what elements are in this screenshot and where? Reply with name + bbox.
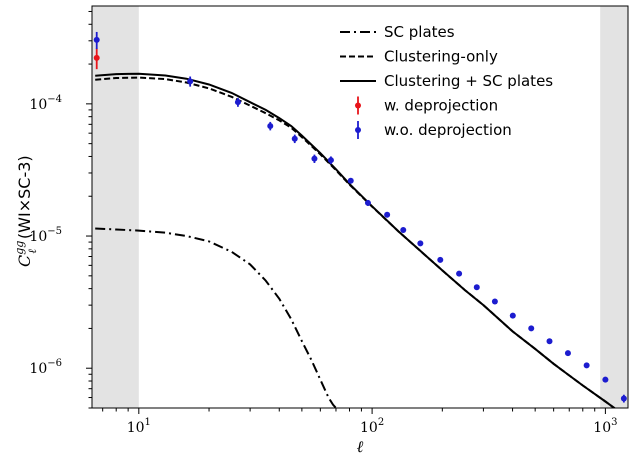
data-point-w-o-deprojection	[311, 154, 318, 163]
tick-labels: 101 102 103 10−6 10−5 10−4	[29, 94, 617, 436]
series-line-clustering-sc-plates	[95, 72, 616, 408]
data-point-w-o-deprojection	[509, 312, 516, 319]
legend-label: Clustering-only	[384, 48, 498, 66]
legend-entry-w-o-deprojection: w.o. deprojection	[355, 121, 512, 139]
masked-regions	[92, 6, 628, 408]
data-point-w-o-deprojection	[327, 156, 334, 165]
legend-label: Clustering + SC plates	[384, 72, 553, 90]
points-layer	[93, 31, 627, 403]
series-line-clustering-only	[95, 76, 616, 408]
data-point-w-o-deprojection	[267, 121, 274, 131]
data-point-w-o-deprojection	[583, 362, 590, 369]
legend-label: w. deprojection	[384, 97, 498, 115]
data-point-w-o-deprojection	[234, 97, 241, 107]
x-tick-label: 103	[593, 417, 617, 436]
y-tick-label: 10−5	[29, 226, 62, 245]
axis-ticks	[86, 10, 606, 414]
data-point-w-deprojection	[93, 48, 100, 70]
legend-label: w.o. deprojection	[384, 121, 512, 139]
x-tick-label: 101	[127, 417, 151, 436]
series-layer	[95, 72, 616, 408]
y-tick-label: 10−6	[29, 358, 62, 377]
legend-entry-clustering-sc-plates: Clustering + SC plates	[340, 72, 553, 90]
data-point-w-o-deprojection	[620, 394, 627, 403]
data-point-w-o-deprojection	[364, 199, 371, 206]
data-point-w-o-deprojection	[93, 31, 100, 50]
x-axis-label: ℓ	[357, 437, 364, 456]
legend-entry-clustering-only: Clustering-only	[340, 48, 498, 66]
legend: SC plates Clustering-only Clustering + SC …	[340, 23, 553, 139]
data-point-w-o-deprojection	[187, 76, 194, 87]
y-axis-label: Cggℓ(WI×SC-3)	[13, 155, 39, 267]
plot-frame	[91, 5, 629, 409]
data-point-w-o-deprojection	[602, 376, 609, 383]
series-line-sc-plates	[95, 227, 337, 408]
data-point-w-o-deprojection	[473, 284, 480, 291]
data-point-w-o-deprojection	[400, 227, 407, 234]
y-axis-label-text: Cggℓ(WI×SC-3)	[13, 155, 39, 267]
data-point-w-o-deprojection	[456, 270, 463, 277]
data-point-w-o-deprojection	[546, 338, 553, 345]
data-point-w-o-deprojection	[564, 350, 571, 357]
data-point-w-o-deprojection	[291, 134, 298, 144]
data-point-w-o-deprojection	[417, 240, 424, 247]
legend-entry-sc-plates: SC plates	[340, 23, 455, 41]
data-point-w-o-deprojection	[491, 298, 498, 305]
data-point-w-o-deprojection	[437, 256, 444, 263]
legend-label: SC plates	[384, 23, 455, 41]
y-tick-label: 10−4	[29, 94, 62, 113]
masked-range-1	[92, 6, 139, 408]
data-point-w-o-deprojection	[384, 211, 391, 218]
data-point-w-o-deprojection	[528, 325, 535, 332]
data-point-w-o-deprojection	[347, 177, 354, 184]
legend-entry-w-deprojection: w. deprojection	[355, 96, 498, 115]
x-tick-label: 102	[360, 417, 384, 436]
masked-range-2	[600, 6, 628, 408]
